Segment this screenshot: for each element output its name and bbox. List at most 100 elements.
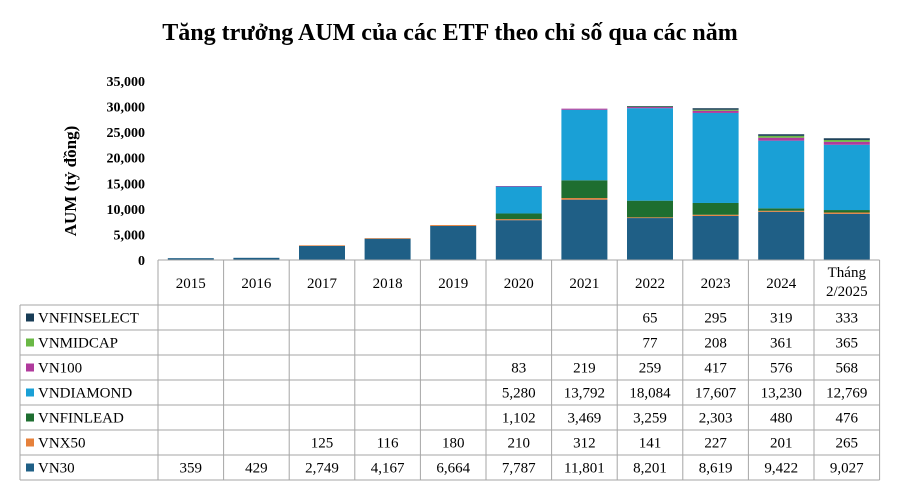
- bar-segment: [627, 218, 673, 260]
- data-label: 319: [770, 311, 793, 327]
- bar-segment: [823, 210, 870, 213]
- bar-segment: [758, 208, 805, 211]
- bar-segment: [299, 245, 345, 246]
- x-tick-label: 2017: [307, 276, 338, 292]
- bar-segment: [758, 210, 805, 212]
- x-tick-label: 2020: [504, 276, 534, 292]
- data-label: 13,792: [564, 386, 605, 402]
- data-label: 2,303: [699, 411, 733, 427]
- data-label: 365: [836, 336, 859, 352]
- bar-segment: [758, 140, 805, 209]
- bar-segment: [495, 186, 542, 187]
- legend-swatch: [26, 313, 34, 322]
- bar-segment: [692, 110, 739, 113]
- data-label: 65: [643, 311, 658, 327]
- bar-segment: [627, 106, 673, 109]
- x-tick-label: 2022: [635, 276, 665, 292]
- bar-segment: [495, 186, 542, 214]
- legend-label: VNFINSELECT: [38, 311, 139, 327]
- bar-segment: [430, 225, 477, 260]
- bars: [167, 106, 870, 260]
- data-label: 125: [311, 436, 334, 452]
- data-label: 265: [836, 436, 859, 452]
- bar-segment: [758, 134, 805, 136]
- data-label: 11,801: [564, 461, 605, 477]
- y-tick-label: 15,000: [107, 177, 146, 192]
- bar-segment: [561, 109, 608, 181]
- data-label: 576: [770, 361, 793, 377]
- data-label: 141: [639, 436, 662, 452]
- bar-segment: [299, 245, 345, 260]
- data-label: 6,664: [436, 461, 470, 477]
- legend-swatch: [26, 438, 34, 447]
- bar-segment: [823, 139, 870, 142]
- data-label: 208: [704, 336, 727, 352]
- data-label: 333: [836, 311, 859, 327]
- bar-segment: [823, 213, 870, 260]
- x-tick-label: 2021: [569, 276, 599, 292]
- legend-swatch: [26, 388, 34, 397]
- y-tick-label: 10,000: [107, 203, 146, 218]
- bar-segment: [692, 108, 739, 110]
- legend-label: VNMIDCAP: [38, 336, 118, 352]
- data-label: 259: [639, 361, 662, 377]
- legend-label: VNDIAMOND: [38, 386, 132, 402]
- data-label: 295: [704, 311, 727, 327]
- legend-label: VN100: [38, 361, 82, 377]
- legend-label: VNX50: [38, 436, 86, 452]
- x-tick-label: 2019: [438, 276, 468, 292]
- bar-segment: [692, 202, 739, 215]
- bar-segment: [692, 112, 739, 203]
- bar-segment: [823, 138, 870, 140]
- data-label: 12,769: [826, 386, 867, 402]
- data-label: 8,201: [633, 461, 667, 477]
- bar-segment: [627, 106, 673, 108]
- y-tick-label: 5,000: [114, 228, 146, 243]
- bar-segment: [561, 198, 608, 200]
- data-label: 77: [643, 336, 659, 352]
- bar-segment: [561, 180, 608, 199]
- data-label: 9,422: [764, 461, 798, 477]
- bar-segment: [627, 108, 673, 201]
- y-tick-label: 35,000: [107, 75, 146, 90]
- data-label: 116: [377, 436, 399, 452]
- table-grid: [19, 259, 881, 481]
- x-axis-labels: 2015 2016 2017 2018 2019 2020 2021 2022 2023 2024…: [176, 265, 868, 300]
- data-label: 5,280: [502, 386, 536, 402]
- data-label: 8,619: [699, 461, 733, 477]
- x-tick-label: 2016: [241, 276, 272, 292]
- bar-segment: [561, 199, 608, 260]
- y-tick-label: 30,000: [107, 101, 146, 116]
- data-label: 13,230: [761, 386, 802, 402]
- bar-segment: [430, 224, 477, 226]
- chart-title: Tăng trưởng AUM của các ETF theo chỉ số …: [162, 20, 738, 46]
- data-label: 201: [770, 436, 793, 452]
- x-tick-label: 2023: [701, 276, 731, 292]
- bar-segment: [758, 135, 805, 138]
- legend-swatch: [26, 338, 34, 347]
- bar-segment: [823, 141, 870, 145]
- bar-segment: [692, 109, 739, 111]
- x-tick-label: 2024: [766, 276, 797, 292]
- bar-segment: [823, 212, 870, 214]
- data-label: 227: [704, 436, 727, 452]
- data-label: 480: [770, 411, 793, 427]
- data-label: 417: [704, 361, 727, 377]
- data-label: 3,469: [568, 411, 602, 427]
- bar-segment: [167, 258, 214, 260]
- y-axis-label: AUM (tỷ đồng): [61, 126, 80, 237]
- data-label: 312: [573, 436, 596, 452]
- data-label: 210: [508, 436, 531, 452]
- data-label: 476: [836, 411, 859, 427]
- bar-segment: [692, 215, 739, 260]
- y-tick-label: 20,000: [107, 152, 146, 167]
- bar-segment: [233, 257, 280, 260]
- data-label: 4,167: [371, 461, 405, 477]
- x-tick-label: 2015: [176, 276, 206, 292]
- bar-segment: [627, 200, 673, 218]
- data-label: 83: [511, 361, 526, 377]
- bar-segment: [561, 108, 608, 110]
- bar-segment: [692, 214, 739, 216]
- data-label: 359: [180, 461, 203, 477]
- bar-segment: [364, 238, 411, 239]
